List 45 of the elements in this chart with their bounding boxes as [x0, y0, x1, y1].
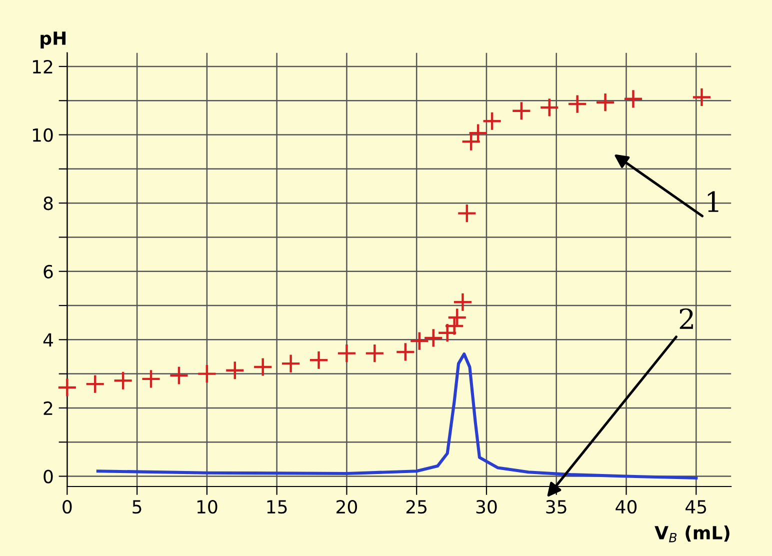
point — [113, 370, 133, 391]
x-tick-label: 5 — [132, 500, 142, 514]
x-tick-label: 25 — [406, 500, 427, 514]
point — [225, 360, 245, 380]
point — [85, 374, 106, 394]
y-tick-label: 12 — [32, 60, 52, 74]
point — [396, 342, 416, 362]
point — [623, 89, 644, 109]
x-axis-title: V$_{B}$ (mL) — [654, 526, 730, 542]
point — [423, 328, 444, 348]
y-tick-label: 2 — [44, 401, 52, 415]
y-axis-title: pH — [40, 32, 66, 48]
x-tick-label: 10 — [197, 500, 218, 514]
y-tick-label: 0 — [44, 470, 53, 484]
x-tick-label: 30 — [476, 500, 497, 514]
point — [336, 343, 357, 364]
x-tick-label: 45 — [686, 500, 706, 514]
point — [197, 364, 217, 384]
x-tick-label: 35 — [546, 500, 566, 514]
x-tick-label: 0 — [62, 500, 72, 514]
point — [364, 343, 385, 364]
point — [57, 378, 78, 398]
y-tick-label: 10 — [32, 128, 53, 142]
point — [457, 203, 477, 224]
point — [692, 87, 712, 108]
point — [410, 331, 430, 351]
line-series — [96, 352, 698, 480]
point — [452, 292, 473, 312]
y-tick-label: 4 — [43, 333, 53, 347]
point — [169, 366, 189, 386]
x-tick-label: 15 — [267, 500, 287, 514]
point — [512, 100, 532, 121]
point — [141, 369, 161, 389]
point — [539, 98, 560, 118]
y-tick-label: 8 — [44, 196, 53, 210]
point — [280, 354, 301, 374]
y-tick-label: 6 — [44, 264, 53, 278]
point — [252, 357, 273, 377]
x-tick-label: 40 — [616, 500, 637, 514]
x-tick-label: 20 — [336, 500, 357, 514]
annotation: 2 — [680, 308, 693, 329]
point — [567, 94, 588, 114]
point — [308, 350, 329, 370]
point — [482, 111, 502, 132]
point — [595, 92, 616, 112]
